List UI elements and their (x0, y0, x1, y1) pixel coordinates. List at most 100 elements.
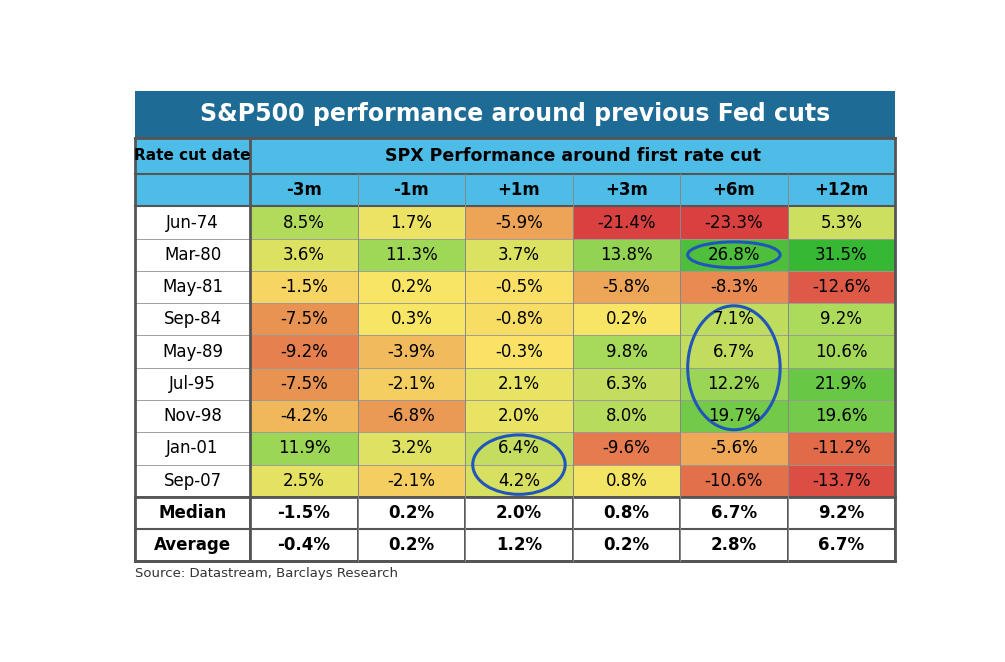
Text: Jan-01: Jan-01 (167, 440, 219, 457)
Bar (358, 238, 465, 271)
Text: -9.2%: -9.2% (280, 343, 328, 361)
Text: Median: Median (159, 504, 227, 522)
Text: +12m: +12m (814, 181, 868, 199)
Text: -1m: -1m (394, 181, 429, 199)
Bar (680, 400, 788, 432)
Bar (788, 207, 895, 238)
Bar (465, 497, 573, 529)
Bar (358, 465, 465, 497)
Bar (250, 238, 358, 271)
Bar (788, 529, 895, 561)
Bar (250, 529, 358, 561)
Bar (573, 238, 680, 271)
Text: -10.6%: -10.6% (705, 472, 763, 490)
Text: 0.8%: 0.8% (603, 504, 649, 522)
Text: -0.8%: -0.8% (495, 310, 543, 328)
Text: 6.7%: 6.7% (711, 504, 757, 522)
Bar (250, 465, 358, 497)
Bar (788, 238, 895, 271)
Bar (573, 271, 680, 303)
Bar (250, 271, 358, 303)
Text: -5.8%: -5.8% (603, 278, 650, 296)
Text: 9.2%: 9.2% (818, 504, 864, 522)
Text: 2.5%: 2.5% (283, 472, 325, 490)
Text: -1.5%: -1.5% (277, 504, 331, 522)
Text: -3m: -3m (286, 181, 322, 199)
Text: 6.3%: 6.3% (605, 375, 647, 393)
Text: 26.8%: 26.8% (708, 246, 760, 263)
Text: 1.7%: 1.7% (391, 214, 432, 232)
Text: -0.4%: -0.4% (277, 536, 331, 554)
Bar (680, 207, 788, 238)
Bar (573, 368, 680, 400)
Text: 13.8%: 13.8% (600, 246, 653, 263)
Text: May-89: May-89 (162, 343, 223, 361)
Bar (465, 432, 573, 465)
Bar (250, 432, 358, 465)
Bar (465, 238, 573, 271)
Bar (465, 465, 573, 497)
Bar (573, 529, 680, 561)
Text: 21.9%: 21.9% (815, 375, 867, 393)
Bar (358, 529, 465, 561)
Bar (680, 174, 788, 207)
Text: 8.0%: 8.0% (605, 407, 647, 425)
Text: 19.7%: 19.7% (708, 407, 760, 425)
Bar (358, 174, 465, 207)
Text: 2.1%: 2.1% (497, 375, 540, 393)
Bar (135, 271, 250, 303)
Bar (573, 400, 680, 432)
Bar (788, 271, 895, 303)
Text: 31.5%: 31.5% (815, 246, 867, 263)
Text: Mar-80: Mar-80 (164, 246, 221, 263)
Text: Jul-95: Jul-95 (169, 375, 216, 393)
Bar (465, 400, 573, 432)
Bar (358, 303, 465, 336)
Text: 11.9%: 11.9% (277, 440, 331, 457)
Bar (680, 368, 788, 400)
Bar (788, 400, 895, 432)
Bar (135, 303, 250, 336)
Bar (788, 174, 895, 207)
Bar (465, 368, 573, 400)
Text: -4.2%: -4.2% (280, 407, 328, 425)
Bar (135, 138, 250, 174)
Text: 0.2%: 0.2% (388, 504, 434, 522)
Bar (573, 336, 680, 368)
Text: 9.8%: 9.8% (605, 343, 647, 361)
Bar (680, 465, 788, 497)
Text: +3m: +3m (605, 181, 648, 199)
Text: 0.2%: 0.2% (605, 310, 647, 328)
Text: 6.7%: 6.7% (713, 343, 755, 361)
Text: -8.3%: -8.3% (710, 278, 758, 296)
Text: 2.8%: 2.8% (711, 536, 757, 554)
Text: 3.6%: 3.6% (283, 246, 325, 263)
Bar (573, 303, 680, 336)
Text: -6.8%: -6.8% (388, 407, 435, 425)
Text: -9.6%: -9.6% (603, 440, 650, 457)
Text: 6.4%: 6.4% (498, 440, 540, 457)
Text: +1m: +1m (497, 181, 541, 199)
Text: -3.9%: -3.9% (388, 343, 435, 361)
Text: 0.2%: 0.2% (388, 536, 434, 554)
Bar (680, 336, 788, 368)
Text: 11.3%: 11.3% (385, 246, 438, 263)
Text: Sep-07: Sep-07 (164, 472, 222, 490)
Bar (573, 465, 680, 497)
Text: -7.5%: -7.5% (280, 375, 328, 393)
Bar (465, 303, 573, 336)
Text: 2.0%: 2.0% (495, 504, 542, 522)
Bar (358, 336, 465, 368)
Text: 7.1%: 7.1% (713, 310, 755, 328)
Text: 19.6%: 19.6% (815, 407, 867, 425)
Text: Average: Average (154, 536, 231, 554)
Bar (135, 207, 250, 238)
Text: Source: Datastream, Barclays Research: Source: Datastream, Barclays Research (135, 567, 398, 581)
Text: 0.2%: 0.2% (391, 278, 432, 296)
Bar (358, 400, 465, 432)
Bar (250, 497, 358, 529)
Bar (680, 432, 788, 465)
Text: 5.3%: 5.3% (820, 214, 862, 232)
Text: 9.2%: 9.2% (820, 310, 862, 328)
Text: Jun-74: Jun-74 (166, 214, 219, 232)
